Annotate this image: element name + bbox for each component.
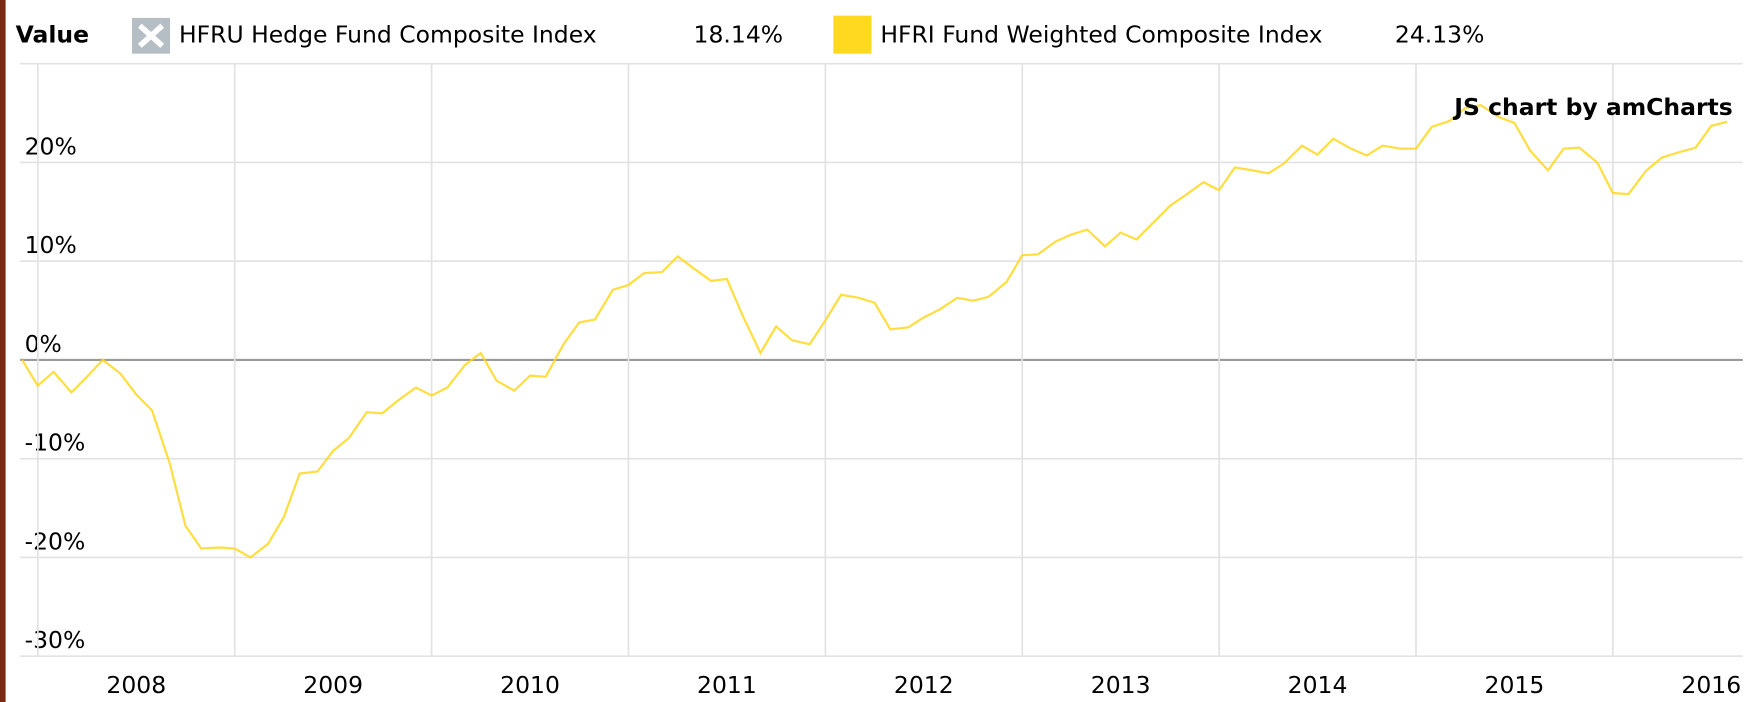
- y-tick-label: 10%: [25, 231, 77, 259]
- credit[interactable]: JS chart by amCharts: [1452, 93, 1732, 121]
- x-tick-label: 2008: [106, 671, 166, 699]
- legend-label[interactable]: HFRU Hedge Fund Composite Index: [179, 20, 597, 48]
- y-tick-label: 20%: [25, 132, 77, 160]
- x-tick-label: 2015: [1485, 671, 1545, 699]
- x-tick-label: 2014: [1288, 671, 1348, 699]
- y-tick-label: -20%: [25, 527, 86, 555]
- x-tick-label: 2009: [303, 671, 363, 699]
- x-tick-label: 2016: [1681, 671, 1741, 699]
- x-tick-label: 2012: [894, 671, 954, 699]
- legend-value: 24.13%: [1395, 20, 1485, 48]
- series-line: [21, 104, 1728, 559]
- y-tick-label: -30%: [25, 626, 86, 654]
- y-tick-label: 0%: [25, 330, 62, 358]
- legend-label[interactable]: HFRI Fund Weighted Composite Index: [880, 20, 1322, 48]
- x-tick-label: 2013: [1091, 671, 1151, 699]
- y-tick-label: -10%: [25, 429, 86, 457]
- edge: [0, 0, 6, 702]
- x-tick-label: 2011: [697, 671, 757, 699]
- legend-swatch[interactable]: [833, 15, 872, 54]
- legend-title: Value: [16, 20, 89, 48]
- x-tick-label: 2010: [500, 671, 560, 699]
- legend-value: 18.14%: [694, 20, 784, 48]
- legend-cross[interactable]: [137, 23, 165, 48]
